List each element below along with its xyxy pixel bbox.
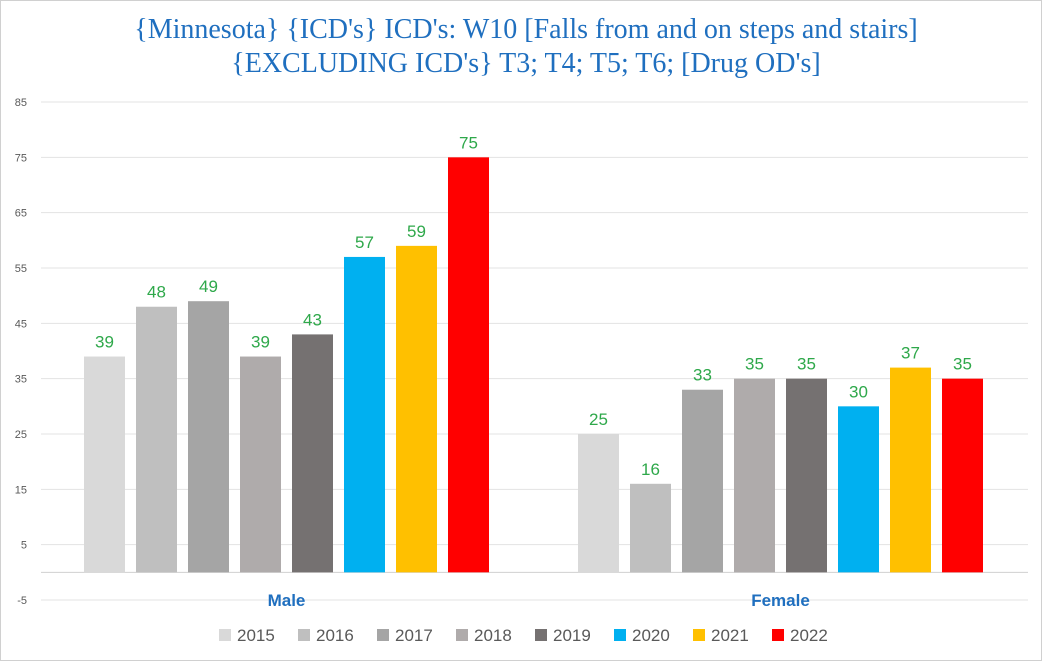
y-axis-ticks: 85 75 65 55 45 35 25 15 5 -5: [15, 97, 27, 607]
bar-female-2022: [942, 378, 983, 573]
legend: 2015 2016 2017 2018 2019 2020 2021 2022: [219, 626, 828, 645]
bar-male-2020: [344, 256, 385, 573]
data-label: 35: [745, 355, 764, 374]
data-label: 39: [95, 333, 114, 352]
bar-male-2016: [136, 306, 177, 573]
category-label-male: Male: [268, 591, 306, 610]
data-label: 37: [901, 344, 920, 363]
bar-male-2019: [292, 334, 333, 573]
y-tick-label: 85: [15, 97, 27, 109]
legend-swatch-2021: [693, 629, 705, 641]
legend-swatch-2017: [377, 629, 389, 641]
y-tick-label: 15: [15, 484, 27, 496]
y-tick-label: 45: [15, 318, 27, 330]
legend-swatch-2020: [614, 629, 626, 641]
data-label: 57: [355, 233, 374, 252]
legend-swatch-2016: [298, 629, 310, 641]
bar-male-2018: [240, 356, 281, 573]
legend-label-2022: 2022: [790, 626, 828, 645]
legend-swatch-2015: [219, 629, 231, 641]
bar-female-2018: [734, 378, 775, 573]
legend-swatch-2018: [456, 629, 468, 641]
data-label: 16: [641, 460, 660, 479]
legend-label-2021: 2021: [711, 626, 749, 645]
data-label: 49: [199, 277, 218, 296]
legend-swatch-2019: [535, 629, 547, 641]
legend-label-2018: 2018: [474, 626, 512, 645]
bar-male-2015: [84, 356, 125, 573]
data-label: 75: [459, 133, 478, 152]
legend-label-2020: 2020: [632, 626, 670, 645]
data-label: 35: [953, 355, 972, 374]
legend-label-2019: 2019: [553, 626, 591, 645]
category-label-female: Female: [751, 591, 810, 610]
bar-female-2021: [890, 367, 931, 573]
y-tick-label: 75: [15, 152, 27, 164]
data-label: 39: [251, 333, 270, 352]
legend-label-2017: 2017: [395, 626, 433, 645]
legend-label-2015: 2015: [237, 626, 275, 645]
bar-female-2017: [682, 389, 723, 573]
data-label: 59: [407, 222, 426, 241]
data-labels: 39 48 49 39 43 57 59 75 25 16 33 35 35 30 37 35: [95, 133, 972, 478]
data-label: 48: [147, 283, 166, 302]
bars: [84, 157, 983, 573]
data-label: 33: [693, 366, 712, 385]
data-label: 35: [797, 355, 816, 374]
data-label: 30: [849, 382, 868, 401]
bar-male-2021: [396, 245, 437, 573]
legend-label-2016: 2016: [316, 626, 354, 645]
y-tick-label: 65: [15, 208, 27, 220]
bar-female-2015: [578, 434, 619, 573]
data-label: 43: [303, 310, 322, 329]
bar-male-2022: [448, 157, 489, 573]
bar-female-2016: [630, 483, 671, 573]
bar-female-2020: [838, 406, 879, 573]
bar-male-2017: [188, 301, 229, 573]
data-label: 25: [589, 410, 608, 429]
y-tick-label: -5: [17, 595, 27, 607]
y-tick-label: 35: [15, 374, 27, 386]
y-tick-label: 5: [21, 540, 27, 552]
y-tick-label: 55: [15, 263, 27, 275]
y-tick-label: 25: [15, 429, 27, 441]
bar-female-2019: [786, 378, 827, 573]
x-axis-categories: Male Female: [268, 591, 810, 610]
legend-swatch-2022: [772, 629, 784, 641]
chart-title: {Minnesota} {ICD's} ICD's: W10 [Falls fr…: [134, 14, 918, 79]
